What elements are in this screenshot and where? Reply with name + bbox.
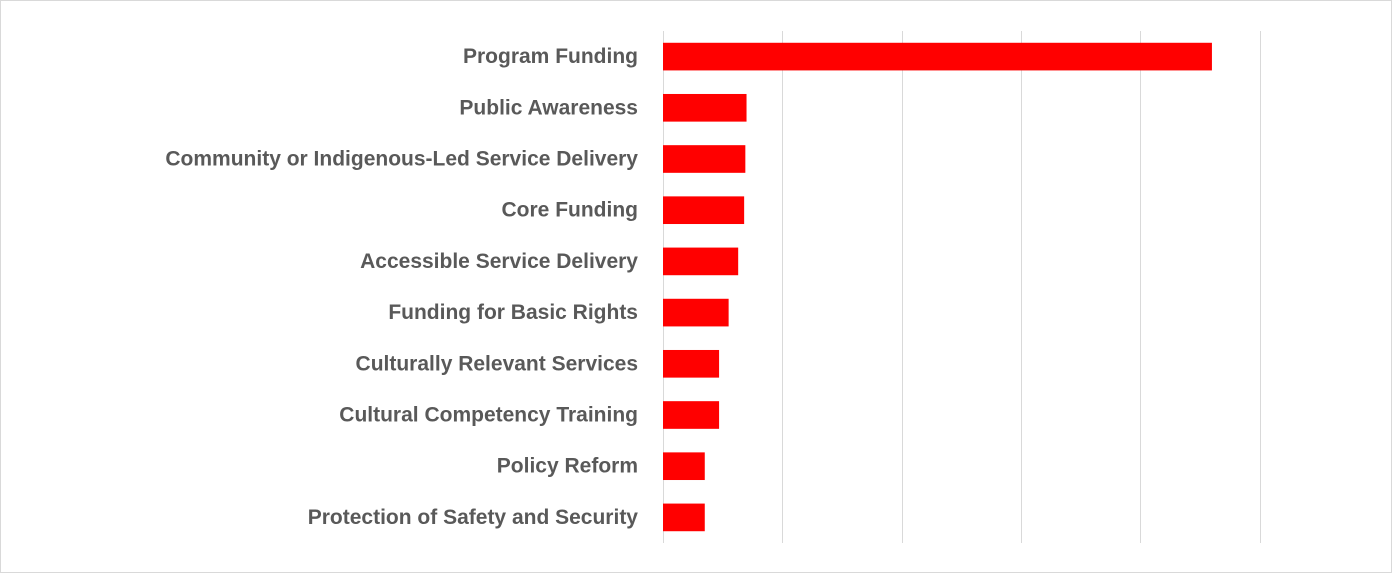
bar-4	[663, 247, 739, 276]
category-label-3: Core Funding	[502, 199, 638, 222]
bar-9	[663, 503, 705, 532]
category-label-9: Protection of Safety and Security	[308, 506, 639, 529]
category-label-8: Policy Reform	[497, 455, 638, 478]
gridlines	[663, 31, 1261, 543]
category-label-6: Culturally Relevant Services	[356, 352, 638, 375]
category-label-2: Community or Indigenous-Led Service Deli…	[165, 148, 638, 171]
bar-7	[663, 401, 720, 429]
bar-1	[663, 93, 747, 122]
category-label-0: Program Funding	[463, 45, 638, 68]
category-label-1: Public Awareness	[459, 96, 638, 119]
category-label-4: Accessible Service Delivery	[360, 250, 638, 273]
category-label-7: Cultural Competency Training	[339, 404, 638, 427]
bar-6	[663, 349, 720, 378]
bar-2	[663, 145, 746, 173]
bar-0	[663, 42, 1212, 71]
bar-3	[663, 196, 745, 225]
bar-5	[663, 298, 729, 327]
bar-8	[663, 452, 705, 481]
bars	[663, 42, 1212, 532]
category-label-5: Funding for Basic Rights	[388, 301, 638, 324]
category-labels: Program Funding Public Awareness Community…	[165, 45, 638, 529]
